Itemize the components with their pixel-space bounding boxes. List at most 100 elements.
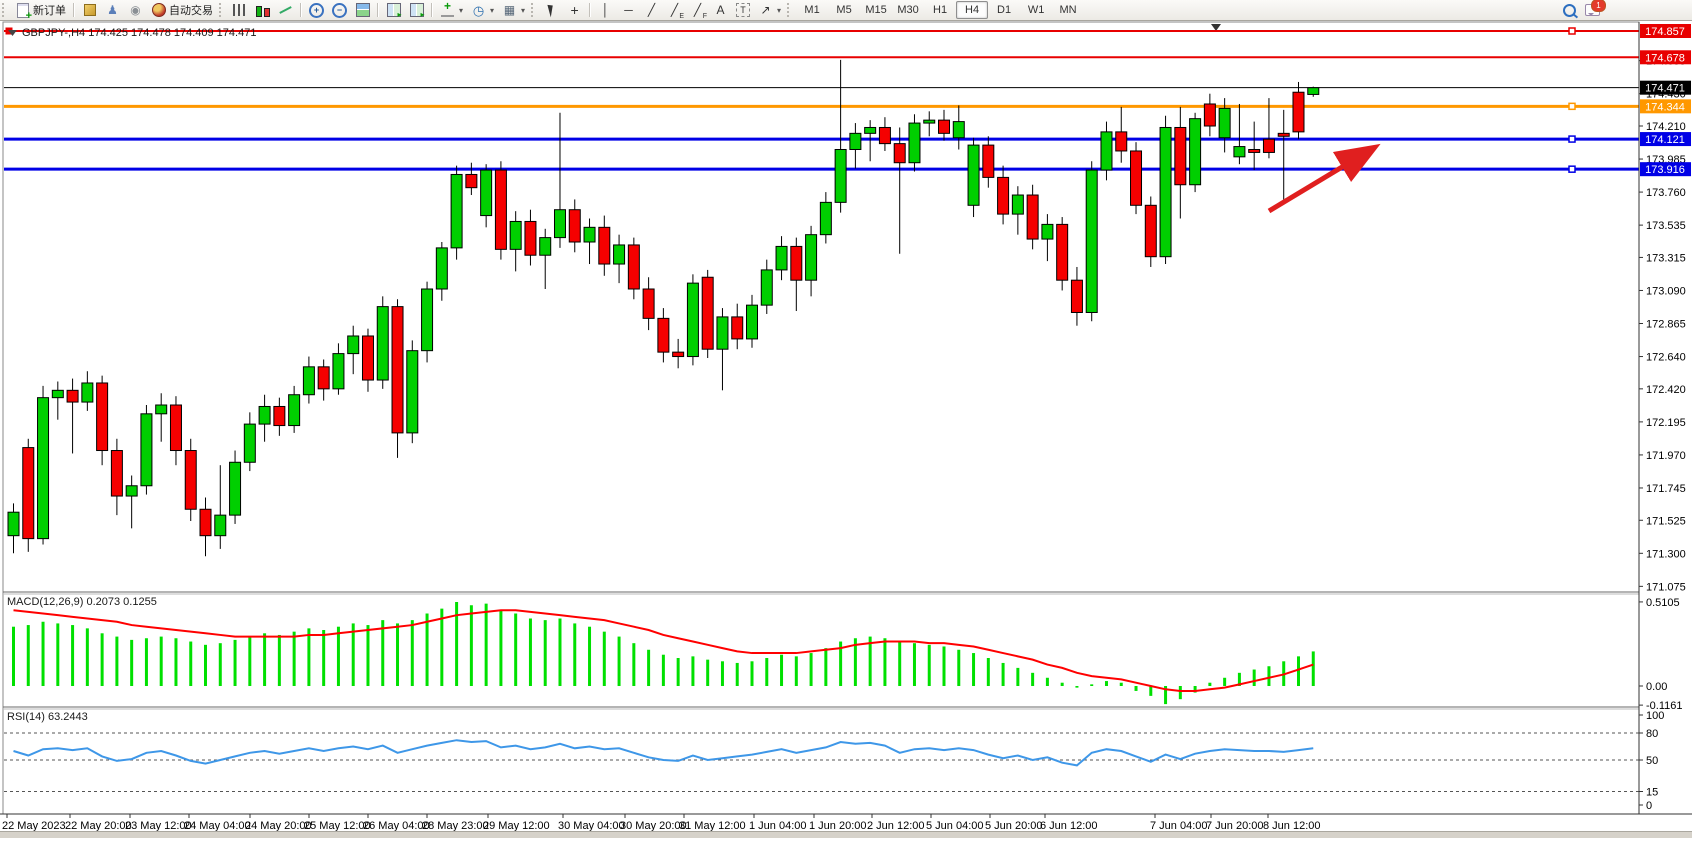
- notifications-button[interactable]: 1: [1581, 0, 1604, 20]
- toolbar-grip[interactable]: [531, 3, 538, 17]
- horizontal-line-objects: [4, 28, 1639, 172]
- svg-text:173.535: 173.535: [1646, 220, 1686, 232]
- svg-text:0: 0: [1646, 800, 1652, 812]
- search-button[interactable]: [1558, 0, 1581, 20]
- line-handle[interactable]: [1569, 166, 1575, 172]
- zoom-in-icon: +: [309, 3, 324, 18]
- timeframe-button-mn[interactable]: MN: [1052, 1, 1084, 19]
- candles: [8, 60, 1319, 556]
- chart-window[interactable]: 174.655174.430174.210173.985173.760173.5…: [0, 21, 1692, 837]
- rsi-line: [14, 740, 1314, 765]
- text-label-tool-button[interactable]: T: [732, 0, 754, 20]
- trendline-tool-button[interactable]: ╱: [640, 0, 663, 20]
- svg-text:0.5105: 0.5105: [1646, 597, 1680, 609]
- timeframe-button-m5[interactable]: M5: [828, 1, 860, 19]
- auto-scroll-icon: [386, 3, 401, 18]
- clock-icon: ◷: [471, 3, 486, 18]
- timeframe-button-w1[interactable]: W1: [1020, 1, 1052, 19]
- new-order-button[interactable]: 新订单: [11, 0, 70, 20]
- separator: [300, 3, 302, 17]
- line-handle[interactable]: [1569, 28, 1575, 34]
- cursor-icon: [544, 3, 559, 18]
- line-chart-icon: [278, 3, 293, 18]
- timeframe-button-h1[interactable]: H1: [924, 1, 956, 19]
- line-handle[interactable]: [1569, 103, 1575, 109]
- market-watch-button[interactable]: [78, 0, 101, 20]
- auto-trading-icon: [151, 3, 166, 18]
- templates-button[interactable]: ▦▾: [498, 0, 529, 20]
- template-icon: ▦: [502, 3, 517, 18]
- line-chart-button[interactable]: [274, 0, 297, 20]
- svg-text:174.344: 174.344: [1645, 101, 1685, 113]
- bar-chart-button[interactable]: [228, 0, 251, 20]
- candlestick-chart-button[interactable]: [251, 0, 274, 20]
- signals-icon: ◉: [128, 3, 143, 18]
- timeframe-button-m15[interactable]: M15: [860, 1, 892, 19]
- svg-text:0.00: 0.00: [1646, 681, 1667, 693]
- tile-windows-button[interactable]: [351, 0, 374, 20]
- timeframe-button-m1[interactable]: M1: [796, 1, 828, 19]
- crosshair-icon: +: [567, 3, 582, 18]
- signals-button[interactable]: ◉: [124, 0, 147, 20]
- indicators-button[interactable]: ▾: [436, 0, 467, 20]
- chat-icon: 1: [1585, 3, 1600, 18]
- channel-icon: ╱E: [667, 3, 682, 18]
- macd-pane: [14, 602, 1314, 704]
- toolbar-grip[interactable]: [787, 3, 794, 17]
- chart-shift-icon: [409, 3, 424, 18]
- svg-text:174.471: 174.471: [1645, 83, 1685, 95]
- svg-text:172.640: 172.640: [1646, 352, 1686, 364]
- navigator-icon: ♟: [105, 3, 120, 18]
- timeframe-button-d1[interactable]: D1: [988, 1, 1020, 19]
- chart-shift-button[interactable]: [405, 0, 428, 20]
- arrow-annotation[interactable]: [1269, 149, 1372, 211]
- timeframe-button-h4[interactable]: H4: [956, 1, 988, 19]
- tile-windows-icon: [355, 3, 370, 18]
- arrows-tool-button[interactable]: ↗▾: [754, 0, 785, 20]
- cursor-tool-button[interactable]: [540, 0, 563, 20]
- zoom-out-button[interactable]: −: [328, 0, 351, 20]
- vertical-line-tool-button[interactable]: │: [594, 0, 617, 20]
- navigator-button[interactable]: ♟: [101, 0, 124, 20]
- auto-trading-button[interactable]: 自动交易: [147, 0, 217, 20]
- search-icon: [1562, 3, 1577, 18]
- svg-text:174.678: 174.678: [1645, 52, 1685, 64]
- auto-scroll-button[interactable]: [382, 0, 405, 20]
- svg-text:174.121: 174.121: [1645, 134, 1685, 146]
- svg-text:50: 50: [1646, 755, 1658, 767]
- svg-text:173.760: 173.760: [1646, 187, 1686, 199]
- horizontal-line-icon: ─: [621, 3, 636, 18]
- timeframe-button-m30[interactable]: M30: [892, 1, 924, 19]
- svg-text:171.745: 171.745: [1646, 483, 1686, 495]
- crosshair-tool-button[interactable]: +: [563, 0, 586, 20]
- chart-shift-marker[interactable]: [1211, 24, 1221, 31]
- periods-button[interactable]: ◷▾: [467, 0, 498, 20]
- chevron-down-icon: ▾: [490, 6, 494, 15]
- separator: [73, 3, 75, 17]
- text-tool-button[interactable]: A: [709, 0, 732, 20]
- separator: [589, 3, 591, 17]
- text-icon: A: [713, 3, 728, 18]
- arrow-object-icon: ↗: [758, 3, 773, 18]
- price-axis[interactable]: 174.655174.430174.210173.985173.760173.5…: [1639, 22, 1691, 814]
- candlestick-chart-icon: [255, 4, 270, 17]
- chevron-down-icon: ▾: [521, 6, 525, 15]
- macd-label: MACD(12,26,9) 0.2073 0.1255: [7, 596, 157, 608]
- svg-text:171.300: 171.300: [1646, 548, 1686, 560]
- svg-text:173.916: 173.916: [1645, 164, 1685, 176]
- separator: [377, 3, 379, 17]
- line-handle[interactable]: [1569, 136, 1575, 142]
- zoom-in-button[interactable]: +: [305, 0, 328, 20]
- time-axis[interactable]: 22 May 202322 May 20:0023 May 12:0024 Ma…: [2, 814, 1321, 832]
- svg-text:173.315: 173.315: [1646, 252, 1686, 264]
- chart-canvas[interactable]: 174.655174.430174.210173.985173.760173.5…: [0, 21, 1692, 842]
- toolbar-grip[interactable]: [2, 3, 9, 17]
- horizontal-line-tool-button[interactable]: ─: [617, 0, 640, 20]
- toolbar-grip[interactable]: [219, 3, 226, 17]
- indicators-icon: [440, 3, 455, 18]
- separator: [431, 3, 433, 17]
- fibonacci-tool-button[interactable]: ╱F: [686, 0, 709, 20]
- fibonacci-icon: ╱F: [690, 3, 705, 18]
- chevron-down-icon: ▾: [459, 6, 463, 15]
- equidistant-channel-tool-button[interactable]: ╱E: [663, 0, 686, 20]
